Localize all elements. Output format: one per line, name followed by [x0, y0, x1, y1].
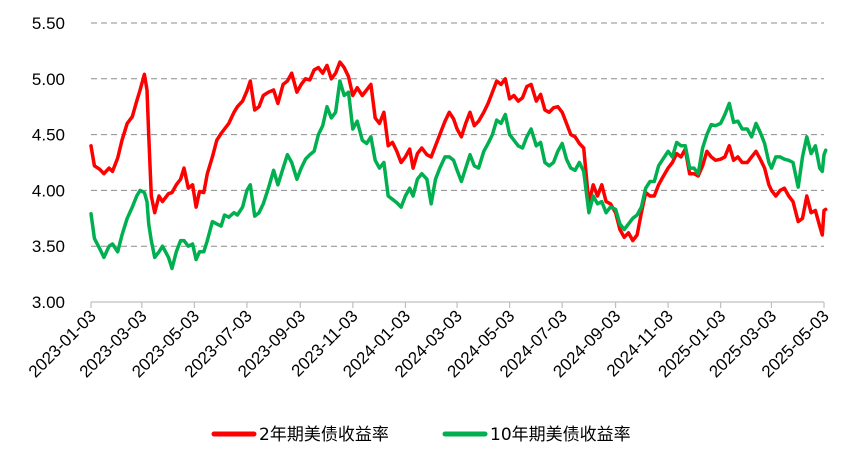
- legend-label: 2年期美债收益率: [259, 425, 389, 445]
- series-line-10y: [89, 79, 828, 271]
- legend-item: 2年期美债收益率: [211, 425, 389, 445]
- y-tick-label: 5.00: [32, 70, 65, 89]
- legend: 2年期美债收益率 10年期美债收益率: [211, 425, 631, 445]
- x-axis: 2023-01-032023-03-032023-05-032023-07-03…: [25, 301, 833, 381]
- y-axis: 3.00 3.50 4.00 4.50 5.00 5.50: [32, 14, 65, 312]
- y-tick-label: 3.50: [32, 237, 65, 256]
- y-tick-label: 3.00: [32, 293, 65, 312]
- y-tick-label: 4.00: [32, 181, 65, 200]
- gridlines: [91, 22, 824, 247]
- series-line-2y: [89, 60, 828, 243]
- series-lines: [89, 60, 828, 271]
- legend-label: 10年期美债收益率: [490, 425, 631, 445]
- legend-item: 10年期美债收益率: [442, 425, 631, 445]
- y-tick-label: 4.50: [32, 126, 65, 145]
- y-tick-label: 5.50: [32, 14, 65, 33]
